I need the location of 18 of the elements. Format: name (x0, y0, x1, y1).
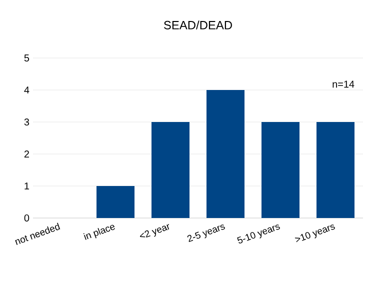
x-tick-label: 2-5 years (187, 224, 225, 242)
bar (151, 122, 190, 218)
annotation: n=14 (332, 80, 354, 88)
x-tick-label: 5-10 years (237, 224, 280, 244)
x-tick-label: in place (83, 224, 115, 240)
bar (96, 186, 134, 218)
y-tick-label: 1 (24, 182, 29, 190)
y-tick-label: 3 (24, 118, 30, 126)
bar (261, 122, 300, 218)
y-tick-label: 4 (24, 86, 30, 94)
y-tick-label: 5 (24, 54, 30, 62)
y-tick-label: 0 (24, 214, 30, 222)
bar (316, 122, 354, 218)
x-tick-label: <2 year (140, 224, 170, 238)
bar (206, 90, 244, 218)
x-tick-label: >10 years (294, 224, 335, 242)
chart-title: SEAD/DEAD (164, 20, 232, 30)
y-tick-label: 2 (24, 150, 29, 158)
